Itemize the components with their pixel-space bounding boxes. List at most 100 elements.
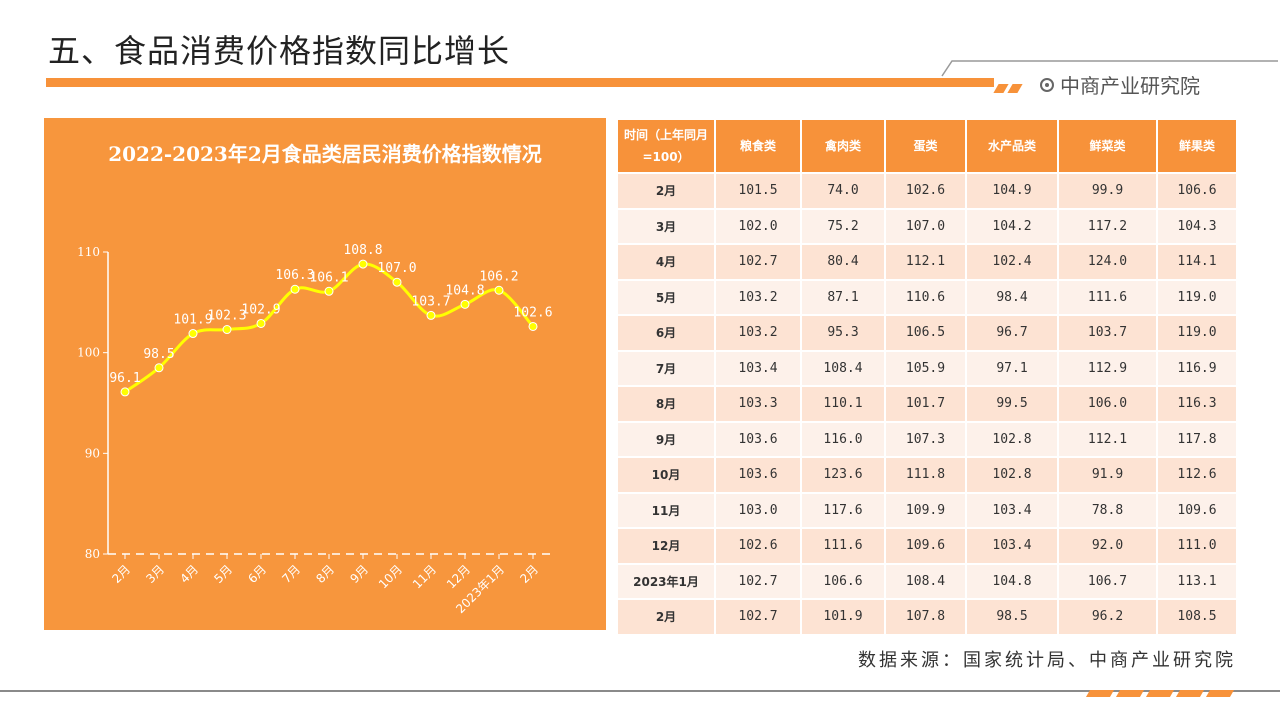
x-tick-label: 7月 — [279, 562, 303, 586]
x-tick-label: 8月 — [313, 562, 337, 586]
table-cell-value: 99.5 — [965, 385, 1059, 423]
y-tick-label: 90 — [85, 446, 100, 460]
table-cell-value: 112.1 — [884, 243, 967, 281]
data-label: 96.1 — [109, 371, 140, 386]
table-row: 6月 103.2 95.3 106.5 96.7 103.7 119.0 — [616, 314, 1238, 352]
table-row: 7月 103.4 108.4 105.9 97.1 112.9 116.9 — [616, 349, 1238, 387]
table-cell-value: 102.0 — [714, 207, 802, 245]
data-point — [528, 321, 538, 331]
table-cell-month: 3月 — [616, 207, 716, 245]
table-cell-value: 96.2 — [1057, 598, 1158, 636]
table-cell-value: 111.8 — [884, 456, 967, 494]
table-cell-value: 105.9 — [884, 349, 967, 387]
data-label: 98.5 — [143, 347, 174, 362]
table-cell-value: 102.8 — [965, 456, 1059, 494]
table-cell-value: 102.6 — [884, 172, 967, 210]
table-cell-value: 101.5 — [714, 172, 802, 210]
table-cell-value: 116.3 — [1156, 385, 1238, 423]
table-cell-value: 102.7 — [714, 562, 802, 600]
table-header-6: 鲜果类 — [1156, 118, 1238, 174]
table-cell-value: 74.0 — [800, 172, 886, 210]
data-point — [494, 285, 504, 295]
title-underline-bar — [46, 78, 994, 87]
table-cell-value: 114.1 — [1156, 243, 1238, 281]
table-row: 2023年1月 102.7 106.6 108.4 104.8 106.7 113.1 — [616, 562, 1238, 600]
table-cell-value: 110.6 — [884, 278, 967, 316]
table-cell-value: 87.1 — [800, 278, 886, 316]
table-cell-value: 96.7 — [965, 314, 1059, 352]
data-label: 101.9 — [173, 313, 212, 328]
chart-panel: 2022-2023年2月食品类居民消费价格指数情况 80 90 100 110 2月 3月… — [44, 118, 606, 630]
table-header-1: 粮食类 — [714, 118, 802, 174]
table-header-4: 水产品类 — [965, 118, 1059, 174]
table-row: 12月 102.6 111.6 109.6 103.4 92.0 111.0 — [616, 527, 1238, 565]
bottom-divider — [0, 690, 1280, 692]
table-row: 11月 103.0 117.6 109.9 103.4 78.8 109.6 — [616, 491, 1238, 529]
page-title: 五、食品消费价格指数同比增长 — [48, 32, 511, 70]
table-cell-value: 123.6 — [800, 456, 886, 494]
table-cell-month: 12月 — [616, 527, 716, 565]
table-cell-value: 80.4 — [800, 243, 886, 281]
data-label: 103.7 — [411, 294, 450, 309]
table-cell-value: 113.1 — [1156, 562, 1238, 600]
table-cell-value: 104.3 — [1156, 207, 1238, 245]
table-row: 4月 102.7 80.4 112.1 102.4 124.0 114.1 — [616, 243, 1238, 281]
table-row: 3月 102.0 75.2 107.0 104.2 117.2 104.3 — [616, 207, 1238, 245]
data-label: 106.2 — [479, 269, 518, 284]
x-tick-label: 4月 — [177, 562, 201, 586]
data-point — [256, 318, 266, 328]
data-source: 数据来源：国家统计局、中商产业研究院 — [858, 650, 1236, 671]
table-cell-value: 101.7 — [884, 385, 967, 423]
table-cell-value: 112.6 — [1156, 456, 1238, 494]
table-cell-value: 101.9 — [800, 598, 886, 636]
table-cell-value: 103.2 — [714, 314, 802, 352]
table-cell-value: 124.0 — [1057, 243, 1158, 281]
table-cell-value: 108.4 — [800, 349, 886, 387]
table-cell-value: 103.6 — [714, 456, 802, 494]
y-tick-label: 110 — [77, 245, 100, 259]
data-label: 106.3 — [275, 268, 314, 283]
table-cell-month: 8月 — [616, 385, 716, 423]
table-cell-month: 2023年1月 — [616, 562, 716, 600]
table-cell-value: 102.8 — [965, 420, 1059, 458]
table-cell-value: 119.0 — [1156, 314, 1238, 352]
table-cell-month: 4月 — [616, 243, 716, 281]
table-cell-value: 119.0 — [1156, 278, 1238, 316]
table-header-row: 时间（上年同月=100） 粮食类 禽肉类 蛋类 水产品类 鲜菜类 鲜果类 — [616, 118, 1238, 174]
x-tick-label: 2月 — [109, 562, 133, 586]
table-cell-value: 106.0 — [1057, 385, 1158, 423]
table-header-0: 时间（上年同月=100） — [616, 118, 716, 174]
table-cell-value: 111.6 — [1057, 278, 1158, 316]
table-cell-value: 111.6 — [800, 527, 886, 565]
x-tick-label: 12月 — [444, 562, 473, 591]
table-header-5: 鲜菜类 — [1057, 118, 1158, 174]
brand-logo: 中商产业研究院 — [1040, 70, 1200, 99]
data-point — [188, 329, 198, 339]
data-point — [324, 286, 334, 296]
x-tick-label: 5月 — [211, 562, 235, 586]
table-cell-value: 111.0 — [1156, 527, 1238, 565]
table-cell-value: 102.4 — [965, 243, 1059, 281]
table-cell-value: 106.5 — [884, 314, 967, 352]
table-cell-value: 109.9 — [884, 491, 967, 529]
x-tick-label: 10月 — [376, 562, 405, 591]
data-point — [392, 277, 402, 287]
y-tick-label: 80 — [85, 547, 100, 561]
table-cell-value: 109.6 — [1156, 491, 1238, 529]
table-cell-value: 104.8 — [965, 562, 1059, 600]
table-cell-value: 91.9 — [1057, 456, 1158, 494]
table-cell-value: 103.3 — [714, 385, 802, 423]
y-tick-label: 100 — [77, 346, 100, 360]
table-cell-value: 107.8 — [884, 598, 967, 636]
table-cell-value: 103.6 — [714, 420, 802, 458]
table-cell-value: 112.1 — [1057, 420, 1158, 458]
data-point — [290, 284, 300, 294]
x-tick-label: 6月 — [245, 562, 269, 586]
data-label: 102.9 — [241, 302, 280, 317]
data-point — [222, 325, 232, 335]
table-cell-month: 5月 — [616, 278, 716, 316]
table-cell-value: 102.6 — [714, 527, 802, 565]
table-row: 10月 103.6 123.6 111.8 102.8 91.9 112.6 — [616, 456, 1238, 494]
data-point — [154, 363, 164, 373]
